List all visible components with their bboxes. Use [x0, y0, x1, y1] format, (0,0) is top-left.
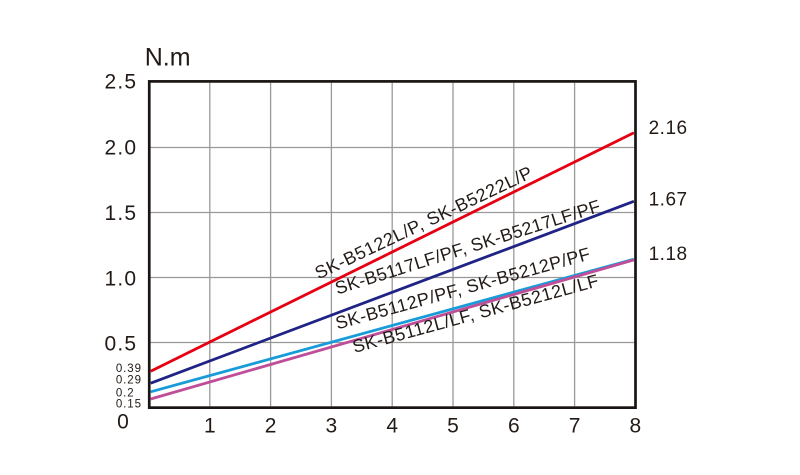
svg-text:3: 3	[326, 414, 338, 437]
svg-text:0: 0	[117, 410, 129, 433]
svg-text:5: 5	[447, 414, 459, 437]
svg-text:1.5: 1.5	[105, 202, 138, 225]
svg-text:2.16: 2.16	[649, 118, 688, 139]
svg-text:2: 2	[265, 414, 277, 437]
svg-text:2.0: 2.0	[105, 137, 138, 160]
svg-text:1.0: 1.0	[105, 267, 138, 290]
svg-text:4: 4	[386, 414, 398, 437]
svg-text:0.2: 0.2	[116, 388, 135, 400]
svg-text:0.29: 0.29	[116, 374, 142, 386]
svg-text:0.39: 0.39	[116, 363, 142, 375]
svg-text:0.5: 0.5	[105, 333, 138, 356]
svg-text:7: 7	[569, 414, 581, 437]
svg-text:1.18: 1.18	[649, 244, 688, 265]
svg-text:1.67: 1.67	[649, 190, 688, 211]
svg-text:6: 6	[508, 414, 520, 437]
svg-text:1: 1	[204, 414, 216, 437]
svg-text:N.m: N.m	[145, 44, 191, 72]
svg-text:2.5: 2.5	[105, 70, 138, 93]
svg-text:8: 8	[630, 414, 642, 437]
svg-text:0.15: 0.15	[116, 398, 142, 410]
